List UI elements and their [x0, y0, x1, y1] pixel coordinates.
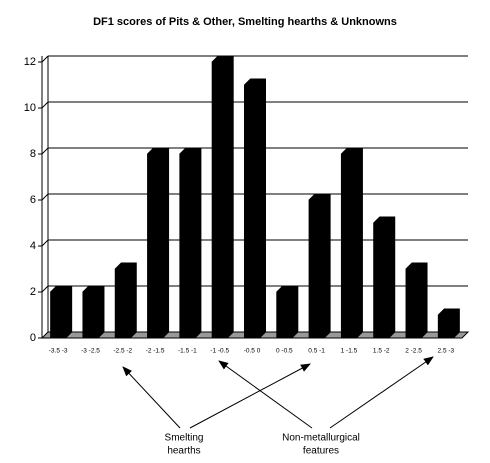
y-tick-label: 6: [30, 194, 36, 206]
bar: [308, 193, 331, 339]
x-tick-label: 0 -0.5: [276, 348, 293, 355]
bar: [114, 262, 137, 339]
y-tick-label: 10: [24, 102, 36, 114]
grid-line: [41, 147, 49, 155]
annotation: hearths: [167, 446, 200, 457]
annotation: Smelting: [165, 433, 204, 444]
annotation-arrows: [122, 356, 434, 429]
grid-line: [41, 239, 49, 247]
arrow: [189, 363, 311, 429]
bar: [244, 78, 266, 339]
bar: [405, 262, 428, 339]
x-tick-label: -0.5 0: [244, 348, 261, 355]
bar: [179, 147, 202, 339]
annotation: Non-metallurgical: [282, 433, 360, 444]
bar: [276, 285, 299, 339]
bar: [147, 147, 170, 339]
x-tick-label: 0.5 -1: [308, 348, 325, 355]
annotation: features: [303, 446, 339, 457]
x-tick-label: -1.5 -1: [178, 348, 197, 355]
y-tick-label: 8: [30, 148, 36, 160]
grid-line: [41, 55, 49, 63]
bar: [340, 147, 363, 339]
chart-title: DF1 scores of Pits & Other, Smelting hea…: [93, 16, 397, 28]
y-tick-label: 4: [30, 240, 36, 252]
x-tick-label: 1.5 -2: [373, 348, 390, 355]
arrow: [122, 366, 181, 429]
bar: [211, 55, 234, 339]
y-tick-label: 0: [30, 332, 36, 344]
grid-line: [41, 285, 49, 293]
x-tick-label: -2 -1.5: [146, 348, 165, 355]
arrow: [218, 360, 313, 429]
grid-line: [41, 193, 49, 201]
x-tick-label: 2.5 -3: [438, 348, 455, 355]
bar: [82, 285, 105, 339]
x-tick-label: -1 -0.5: [210, 348, 229, 355]
grid-line: [41, 101, 49, 109]
bar: [373, 216, 396, 339]
x-tick-label: -2.5 -2: [113, 348, 132, 355]
x-tick-label: -3.5 -3: [49, 348, 68, 355]
x-tick-label: 2 -2.5: [405, 348, 422, 355]
x-tick-label: 1 -1.5: [341, 348, 358, 355]
arrow: [329, 356, 434, 429]
y-tick-label: 12: [24, 56, 36, 68]
bar: [437, 308, 460, 339]
y-tick-label: 2: [30, 286, 36, 298]
bar: [50, 285, 73, 339]
x-tick-label: -3 -2.5: [81, 348, 100, 355]
